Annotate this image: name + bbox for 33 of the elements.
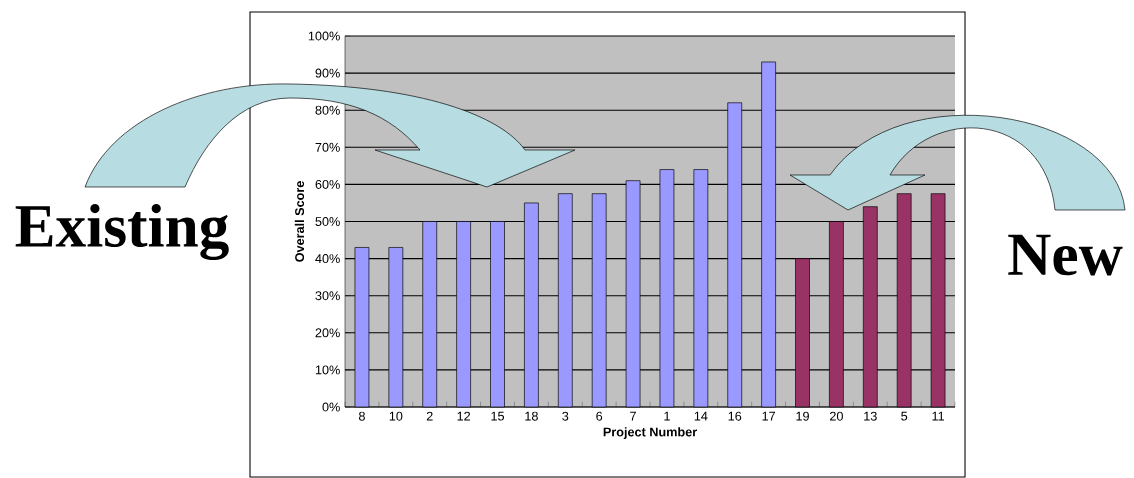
- x-tick-label: 11: [932, 411, 945, 421]
- x-tick-label: 14: [694, 411, 708, 421]
- y-tick-label: 50%: [315, 217, 340, 226]
- y-tick-label: 90%: [315, 68, 340, 78]
- text: New: [1008, 234, 1123, 276]
- x-tick-label: 16: [728, 411, 742, 421]
- x-tick-label: 18: [525, 411, 538, 421]
- y-tick-label: 40%: [315, 254, 340, 264]
- x-tick-label: 6: [596, 411, 603, 421]
- x-axis-title: Project Number: [603, 427, 697, 439]
- y-tick-label: 30%: [315, 291, 340, 301]
- x-tick-label: 19: [796, 411, 809, 421]
- y-tick-label: 20%: [315, 328, 340, 338]
- x-tick-label: 3: [562, 411, 569, 421]
- y-tick-label: 60%: [315, 179, 340, 189]
- x-tick-label: 17: [762, 411, 776, 421]
- x-tick-label: 13: [864, 411, 877, 421]
- x-tick-label: 15: [491, 411, 505, 421]
- y-axis-title: Overall Score: [294, 181, 305, 262]
- y-tick-label: 100%: [308, 31, 340, 41]
- x-tick-label: 1: [664, 411, 670, 421]
- x-tick-label: 7: [630, 411, 636, 421]
- x-tick-label: 20: [829, 411, 843, 421]
- x-tick-label: 12: [457, 411, 471, 421]
- y-tick-label: 0%: [322, 402, 340, 412]
- y-tick-label: 70%: [315, 142, 340, 152]
- y-tick-label: 10%: [315, 365, 340, 375]
- text: Existing: [15, 203, 229, 261]
- x-tick-label: 8: [358, 411, 365, 421]
- x-tick-label: 10: [389, 411, 403, 421]
- x-tick-label: 2: [426, 411, 433, 421]
- y-tick-label: 80%: [315, 105, 340, 115]
- x-tick-label: 5: [901, 411, 908, 421]
